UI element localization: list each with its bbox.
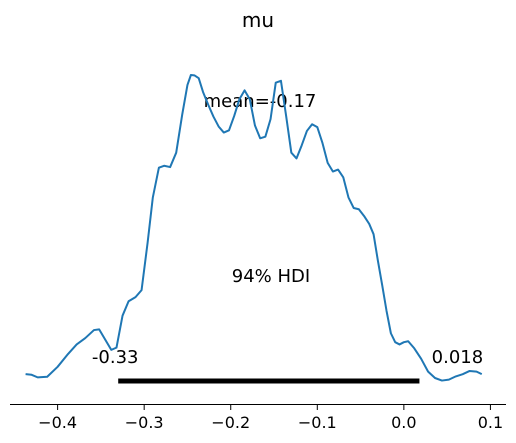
x-tick-label: −0.1: [298, 413, 337, 432]
x-tick-label: −0.2: [211, 413, 250, 432]
mean-annotation: mean=-0.17: [204, 91, 317, 112]
hdi-upper-label: 0.018: [432, 347, 484, 368]
x-tick-label: 0.1: [478, 413, 503, 432]
hdi-lower-label: -0.33: [92, 347, 139, 368]
chart-title: mu: [242, 8, 274, 32]
x-tick-label: −0.3: [125, 413, 164, 432]
density-line-0: [25, 74, 483, 382]
x-tick-label: 0.0: [391, 413, 416, 432]
hdi-label: 94% HDI: [232, 266, 310, 287]
hdi-layer: -0.33 0.018: [92, 347, 484, 384]
x-tick-label: −0.4: [38, 413, 77, 432]
x-axis: −0.4 −0.3 −0.2 −0.1 0.0 0.1: [10, 404, 506, 432]
density-curve-layer: [25, 74, 483, 382]
